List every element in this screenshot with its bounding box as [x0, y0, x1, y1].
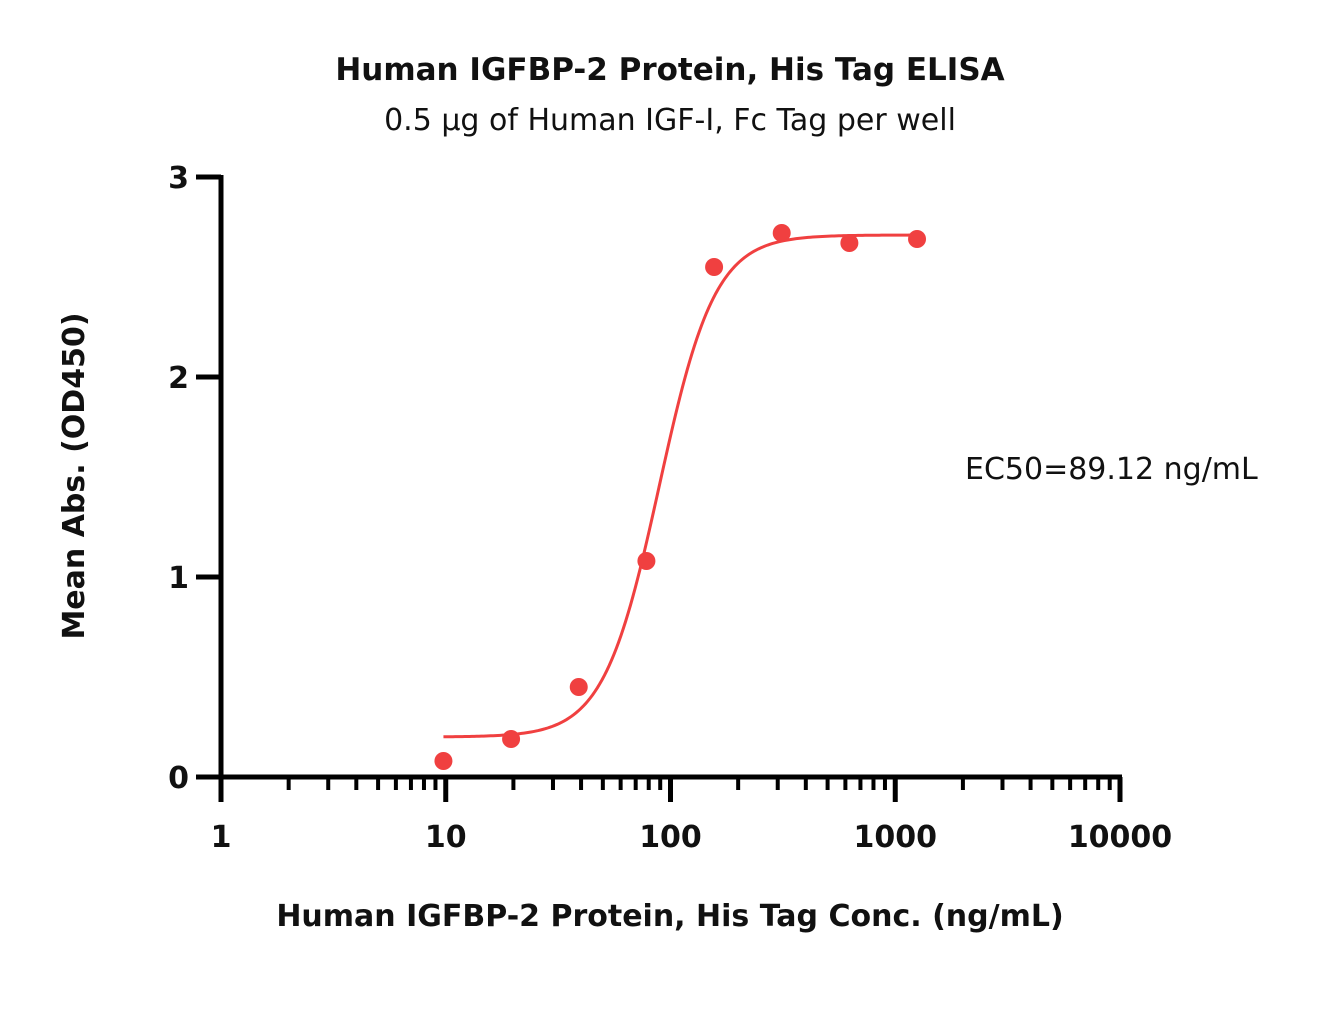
chart-title: Human IGFBP-2 Protein, His Tag ELISA — [335, 52, 1004, 88]
data-point — [637, 552, 656, 570]
chart-subtitle: 0.5 μg of Human IGF-I, Fc Tag per well — [384, 103, 956, 138]
x-tick-label: 1 — [211, 820, 232, 855]
y-axis-title: Mean Abs. (OD450) — [57, 312, 92, 639]
x-tick-label: 10000 — [1068, 820, 1172, 855]
ec50-annotation: EC50=89.12 ng/mL — [965, 452, 1258, 487]
data-point — [569, 678, 588, 696]
x-axis-title: Human IGFBP-2 Protein, His Tag Conc. (ng… — [276, 899, 1063, 934]
y-tick-label: 0 — [168, 761, 189, 796]
x-tick-label: 100 — [639, 820, 702, 855]
x-tick-label: 10 — [425, 820, 467, 855]
x-tick-label: 1000 — [854, 820, 938, 855]
data-point — [434, 752, 453, 770]
data-point — [705, 258, 724, 276]
data-point — [908, 230, 927, 248]
y-tick-label: 1 — [168, 561, 189, 596]
y-tick-label: 3 — [168, 161, 189, 196]
data-point — [772, 224, 791, 242]
data-point — [840, 234, 859, 252]
y-tick-label: 2 — [168, 361, 189, 396]
fit-curve — [443, 233, 918, 739]
data-point — [502, 730, 521, 748]
